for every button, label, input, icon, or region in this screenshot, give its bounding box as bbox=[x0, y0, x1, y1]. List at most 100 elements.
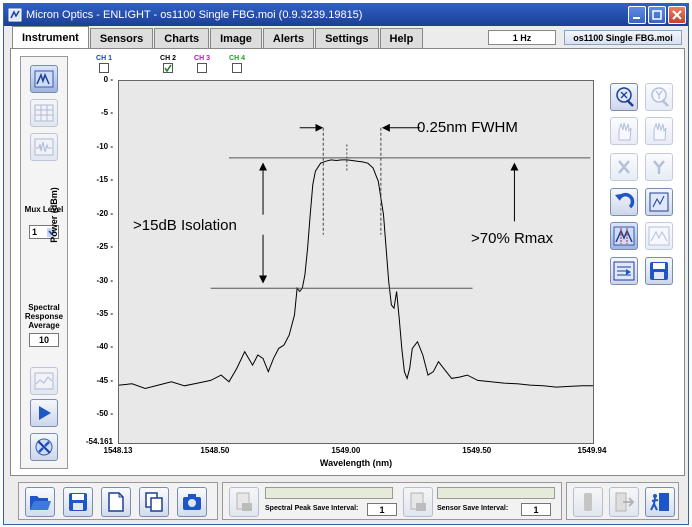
x-axis-label: Wavelength (nm) bbox=[319, 458, 393, 468]
y-tick-label: -50 - bbox=[96, 409, 113, 419]
save-peaks-button[interactable] bbox=[229, 487, 259, 517]
y-tick-label: -40 - bbox=[96, 342, 113, 352]
close-button[interactable] bbox=[668, 6, 686, 24]
rate-display: 1 Hz bbox=[488, 30, 556, 45]
new-document-icon bbox=[108, 492, 124, 512]
y-tick-label: -35 - bbox=[96, 308, 113, 318]
y-tick-label: -45 - bbox=[96, 375, 113, 385]
channel-2-toggle[interactable]: CH 2 bbox=[156, 55, 180, 73]
tab-help[interactable]: Help bbox=[379, 28, 424, 48]
exit-button-group bbox=[566, 482, 679, 520]
channel-1-checkbox[interactable] bbox=[99, 63, 109, 73]
export-button[interactable] bbox=[610, 257, 638, 285]
left-toolbar: Mux Level 1 Spectral Response Average 10 bbox=[20, 56, 68, 469]
waveform-icon bbox=[34, 138, 54, 156]
spectrum-plot[interactable] bbox=[118, 80, 594, 444]
channel-3-checkbox[interactable] bbox=[197, 63, 207, 73]
peak-markers-icon bbox=[613, 226, 635, 246]
pan-y-button[interactable] bbox=[645, 117, 673, 145]
x-tick-label: 1548.13 bbox=[103, 446, 133, 455]
chevron-down-icon bbox=[47, 227, 56, 237]
y-axis-label: Power (dBm) bbox=[49, 187, 59, 243]
copy-document-icon bbox=[145, 492, 163, 512]
mux-level-select[interactable]: 1 bbox=[29, 225, 59, 239]
y-tick-label: -15 - bbox=[96, 175, 113, 185]
zoom-x-button[interactable] bbox=[610, 83, 638, 111]
tab-alerts[interactable]: Alerts bbox=[262, 28, 315, 48]
sensor-save-progress bbox=[437, 487, 555, 499]
play-button[interactable] bbox=[30, 399, 58, 427]
channel-3-toggle[interactable]: CH 3 bbox=[190, 55, 214, 73]
spectral-average-input[interactable]: 10 bbox=[29, 333, 59, 347]
rmax-annotation: >70% Rmax bbox=[471, 230, 554, 247]
tab-sensors[interactable]: Sensors bbox=[89, 28, 154, 48]
save-button[interactable] bbox=[63, 487, 93, 517]
sensor-save-label: Sensor Save Interval: bbox=[437, 505, 509, 512]
logout-button[interactable] bbox=[609, 487, 639, 517]
save-plot-button[interactable] bbox=[645, 257, 673, 285]
spectrum-view-button[interactable] bbox=[30, 65, 58, 93]
record-view-button[interactable] bbox=[30, 367, 58, 395]
tab-instrument[interactable]: Instrument bbox=[12, 26, 89, 48]
minimize-icon bbox=[633, 17, 640, 19]
exit-door-icon bbox=[650, 493, 669, 511]
open-button[interactable] bbox=[25, 487, 55, 517]
disconnect-button[interactable] bbox=[30, 433, 58, 461]
save-document-icon bbox=[410, 492, 426, 511]
channel-4-toggle[interactable]: CH 4 bbox=[225, 55, 249, 73]
check-icon bbox=[164, 64, 172, 73]
y-tick-label: -20 - bbox=[96, 208, 113, 218]
pan-x-button[interactable] bbox=[610, 117, 638, 145]
overlay-button[interactable] bbox=[645, 222, 673, 250]
peak-markers-button[interactable] bbox=[610, 222, 638, 250]
save-sensors-button[interactable] bbox=[403, 487, 433, 517]
autoscale-button[interactable] bbox=[645, 188, 673, 216]
camera-icon bbox=[183, 494, 201, 510]
tab-settings[interactable]: Settings bbox=[315, 28, 379, 48]
spectrum-line bbox=[118, 159, 593, 390]
exit-button[interactable] bbox=[645, 487, 675, 517]
channel-2-checkbox[interactable] bbox=[163, 63, 173, 73]
reset-y-button[interactable] bbox=[645, 153, 673, 181]
overlay-icon bbox=[648, 226, 670, 246]
peak-save-interval-input[interactable]: 1 bbox=[367, 503, 397, 516]
maximize-icon bbox=[652, 10, 662, 20]
reset-x-button[interactable] bbox=[610, 153, 638, 181]
spectrum-chart-svg bbox=[118, 123, 593, 390]
undo-icon bbox=[615, 192, 635, 209]
new-file-button[interactable] bbox=[101, 487, 131, 517]
play-icon bbox=[39, 406, 51, 420]
channel-4-checkbox[interactable] bbox=[232, 63, 242, 73]
main-tabs: Instrument Sensors Charts Image Alerts S… bbox=[12, 26, 424, 48]
hand-pan-x-icon bbox=[618, 122, 632, 141]
minimize-button[interactable] bbox=[628, 6, 646, 24]
copy-file-button[interactable] bbox=[139, 487, 169, 517]
snapshot-button[interactable] bbox=[177, 487, 207, 517]
x-tick-label: 1548.50 bbox=[200, 446, 230, 455]
autoscale-icon bbox=[649, 192, 669, 212]
tab-charts[interactable]: Charts bbox=[154, 28, 210, 48]
save-interval-group: Spectral Peak Save Interval: 1 Sensor Sa… bbox=[222, 482, 562, 520]
y-tick-label: -10 - bbox=[96, 141, 113, 151]
disconnect-icon bbox=[35, 438, 53, 456]
zoom-y-button[interactable] bbox=[645, 83, 673, 111]
file-name-display: os1100 Single FBG.moi bbox=[564, 30, 682, 45]
tab-image[interactable]: Image bbox=[210, 28, 262, 48]
undo-zoom-button[interactable] bbox=[610, 188, 638, 216]
peak-save-label: Spectral Peak Save Interval: bbox=[265, 505, 359, 512]
x-tick-label: 1549.50 bbox=[462, 446, 492, 455]
channel-1-toggle[interactable]: CH 1 bbox=[92, 55, 116, 73]
peak-view-button[interactable] bbox=[30, 133, 58, 161]
device-button[interactable] bbox=[573, 487, 603, 517]
save-icon bbox=[650, 262, 668, 280]
table-view-button[interactable] bbox=[30, 99, 58, 127]
y-tick-label: -25 - bbox=[96, 242, 113, 252]
maximize-button[interactable] bbox=[648, 6, 666, 24]
logout-icon bbox=[615, 492, 635, 512]
channel-4-label: CH 4 bbox=[229, 55, 245, 62]
y-tick-label: 0 - bbox=[103, 75, 113, 84]
save-document-icon bbox=[236, 492, 252, 511]
channel-3-label: CH 3 bbox=[194, 55, 210, 62]
hand-pan-y-icon bbox=[653, 122, 667, 141]
sensor-save-interval-input[interactable]: 1 bbox=[521, 503, 551, 516]
